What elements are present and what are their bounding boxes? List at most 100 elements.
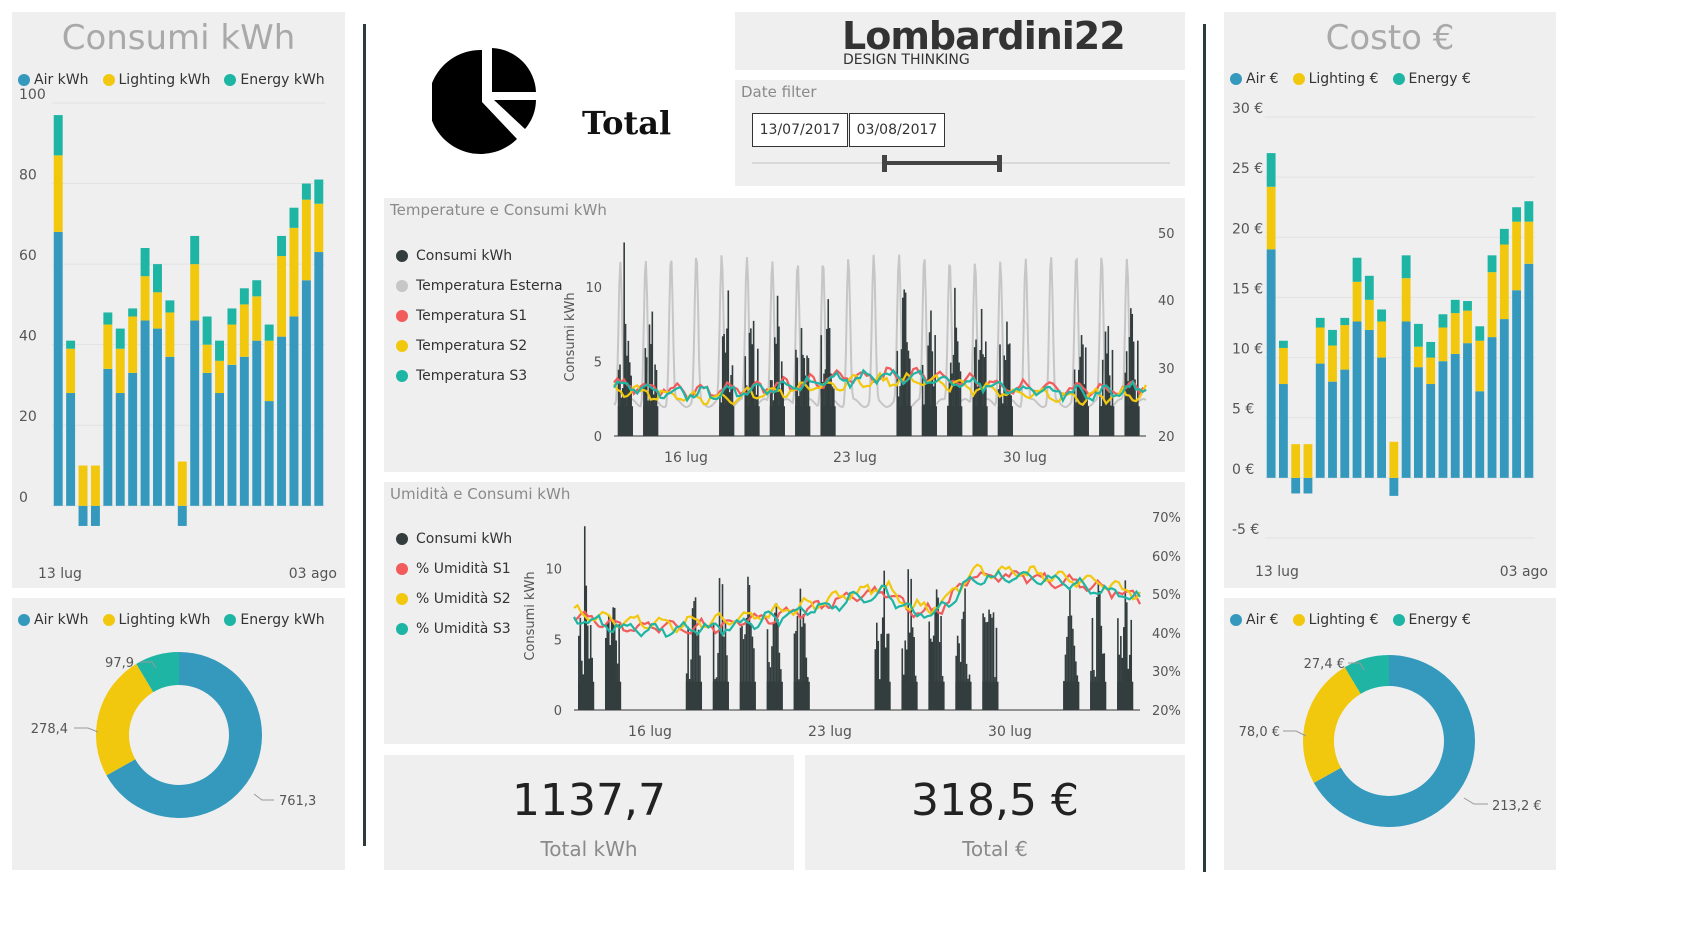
consumption-spike xyxy=(1004,360,1007,436)
right-bar-legend: Air € Lighting € Energy € xyxy=(1230,71,1471,87)
total-heading: Total xyxy=(582,104,672,142)
y-tick-label: 40 xyxy=(19,329,37,345)
consumption-spike xyxy=(650,344,652,436)
leader-line xyxy=(1283,730,1307,737)
legend-energy[interactable]: Energy kWh xyxy=(224,72,325,88)
leader-line xyxy=(1348,662,1365,671)
consumption-spike xyxy=(750,624,752,710)
legend-consumi[interactable]: Consumi kWh xyxy=(396,524,512,554)
right-donut-chart[interactable]: 27,4 € 78,0 € 213,2 € xyxy=(1224,598,1556,870)
y-left-tick-label: 5 xyxy=(594,356,602,371)
legend-dot-energy xyxy=(1392,614,1405,626)
consumption-spike xyxy=(793,633,796,710)
bar-segment xyxy=(264,340,274,402)
legend-temp-esterna[interactable]: Temperatura Esterna xyxy=(396,271,563,301)
consumption-base xyxy=(997,406,1013,436)
legend-air[interactable]: Air kWh xyxy=(18,612,89,628)
legend-label: Lighting kWh xyxy=(118,72,211,88)
consumption-spike xyxy=(723,334,725,436)
legend-dot-energy xyxy=(224,614,237,626)
bar-segment xyxy=(252,280,262,297)
consumption-spike xyxy=(1108,375,1111,436)
bar-segment xyxy=(239,288,249,305)
consumption-spike xyxy=(911,627,914,710)
y-left-tick-label: 5 xyxy=(554,633,562,648)
legend-lighting[interactable]: Lighting kWh xyxy=(102,612,211,628)
legend-dot xyxy=(396,593,408,605)
left-donut-legend: Air kWh Lighting kWh Energy kWh xyxy=(18,612,325,628)
legend-temp-s2[interactable]: Temperatura S2 xyxy=(396,331,563,361)
consumption-spike xyxy=(795,349,797,436)
legend-temp-s3[interactable]: Temperatura S3 xyxy=(396,361,563,391)
bar-segment xyxy=(1413,367,1423,478)
y-left-tick-label: 10 xyxy=(545,563,562,578)
bar-segment xyxy=(252,340,262,506)
consumption-spike xyxy=(902,297,904,436)
consumption-spike xyxy=(1107,325,1110,436)
bar-segment xyxy=(314,252,324,506)
legend-lighting[interactable]: Lighting € xyxy=(1292,71,1379,87)
legend-umidita-s1[interactable]: % Umidità S1 xyxy=(396,554,512,584)
x-tick-label: 16 lug xyxy=(628,724,672,740)
bar-segment xyxy=(103,368,113,506)
legend-dot-lighting xyxy=(1292,614,1305,626)
legend-umidita-s3[interactable]: % Umidità S3 xyxy=(396,614,512,644)
donut-value-label: 761,3 xyxy=(279,794,316,809)
legend-consumi[interactable]: Consumi kWh xyxy=(396,241,563,271)
left-bar-legend: Air kWh Lighting kWh Energy kWh xyxy=(18,72,325,88)
logo-sub: DESIGN THINKING xyxy=(843,52,970,68)
legend-air[interactable]: Air kWh xyxy=(18,72,89,88)
leader-line xyxy=(140,661,157,669)
consumption-spike xyxy=(909,358,911,436)
date-from-input[interactable]: 13/07/2017 xyxy=(752,113,848,147)
legend-label: % Umidità S2 xyxy=(416,591,511,607)
y-tick-label: 10 € xyxy=(1232,342,1263,358)
consumption-base xyxy=(972,406,988,436)
left-stacked-bar-chart[interactable]: 0 20 40 60 80 100 xyxy=(12,12,345,588)
bar-segment xyxy=(301,199,311,281)
legend-energy[interactable]: Energy kWh xyxy=(224,612,325,628)
consumption-spike xyxy=(1079,356,1081,436)
consumption-spike xyxy=(607,614,610,710)
consumption-spike xyxy=(802,354,804,436)
y-tick-label: 20 xyxy=(19,409,37,425)
legend-label: Lighting kWh xyxy=(118,612,211,628)
consumption-spike xyxy=(644,348,647,436)
consumption-spike xyxy=(952,354,955,436)
bar-segment xyxy=(1512,290,1522,478)
consumption-spike xyxy=(1003,355,1005,436)
legend-umidita-s2[interactable]: % Umidità S2 xyxy=(396,584,512,614)
humidity-line-chart[interactable]: 0 5 10 20% 30% 40% 50% 60% 70% Consumi kWh 16 lug 2… xyxy=(384,482,1185,744)
legend-lighting[interactable]: Lighting € xyxy=(1292,612,1379,628)
right-stacked-bar-chart[interactable]: -5 € 0 € 5 € 10 € 15 € 20 € 25 € 30 € xyxy=(1224,12,1556,588)
slider-handle-start[interactable] xyxy=(882,155,887,172)
kpi-label: Total € xyxy=(962,837,1028,861)
legend-temp-s1[interactable]: Temperatura S1 xyxy=(396,301,563,331)
slider-handle-end[interactable] xyxy=(997,155,1002,172)
legend-energy[interactable]: Energy € xyxy=(1392,612,1471,628)
bar-segment xyxy=(1303,444,1313,478)
legend-energy[interactable]: Energy € xyxy=(1392,71,1471,87)
legend-label: Temperatura S3 xyxy=(416,368,528,384)
date-to-input[interactable]: 03/08/2017 xyxy=(849,113,945,147)
legend-air[interactable]: Air € xyxy=(1230,71,1279,87)
y-tick-label: 30 € xyxy=(1232,101,1263,117)
legend-label: Air kWh xyxy=(34,612,89,628)
consumption-spike xyxy=(651,311,654,436)
consumption-spike xyxy=(757,348,759,436)
bar-segment xyxy=(1278,340,1288,348)
consumption-spike xyxy=(901,648,904,710)
bar-segment xyxy=(1413,346,1423,368)
left-donut-chart[interactable]: 97,9 278,4 761,3 xyxy=(12,598,345,870)
kpi-value: 1137,7 xyxy=(512,775,666,826)
temperature-line-chart[interactable]: 0 5 10 20 30 40 50 Consumi kWh 16 lug 23 lug 30 lu… xyxy=(384,198,1185,472)
bar-segment xyxy=(1303,477,1313,494)
legend-dot xyxy=(396,533,408,545)
consumption-spike xyxy=(883,570,886,710)
consumption-spike xyxy=(730,375,732,436)
legend-air[interactable]: Air € xyxy=(1230,612,1279,628)
legend-lighting[interactable]: Lighting kWh xyxy=(102,72,211,88)
consumption-spike xyxy=(874,649,877,710)
x-tick-label: 30 lug xyxy=(1003,450,1047,466)
consumption-spike xyxy=(586,625,589,710)
